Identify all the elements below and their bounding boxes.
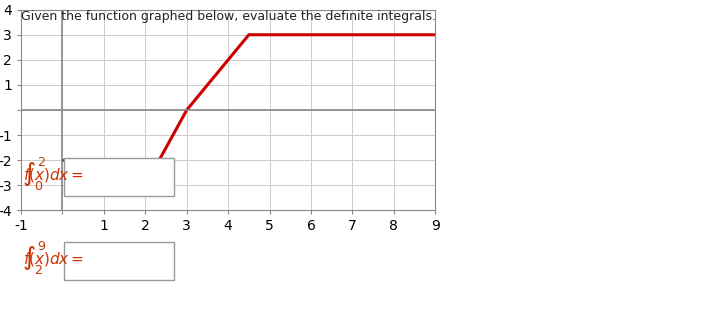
Text: $f(x)dx =$: $f(x)dx =$ xyxy=(22,166,84,184)
Text: $f(x)dx =$: $f(x)dx =$ xyxy=(22,250,84,268)
Text: $\int_2^9$: $\int_2^9$ xyxy=(22,240,46,277)
Text: Given the function graphed below, evaluate the definite integrals.: Given the function graphed below, evalua… xyxy=(21,10,436,23)
FancyBboxPatch shape xyxy=(64,242,173,280)
FancyBboxPatch shape xyxy=(64,158,173,196)
Text: $\int_0^2$: $\int_0^2$ xyxy=(22,156,46,194)
